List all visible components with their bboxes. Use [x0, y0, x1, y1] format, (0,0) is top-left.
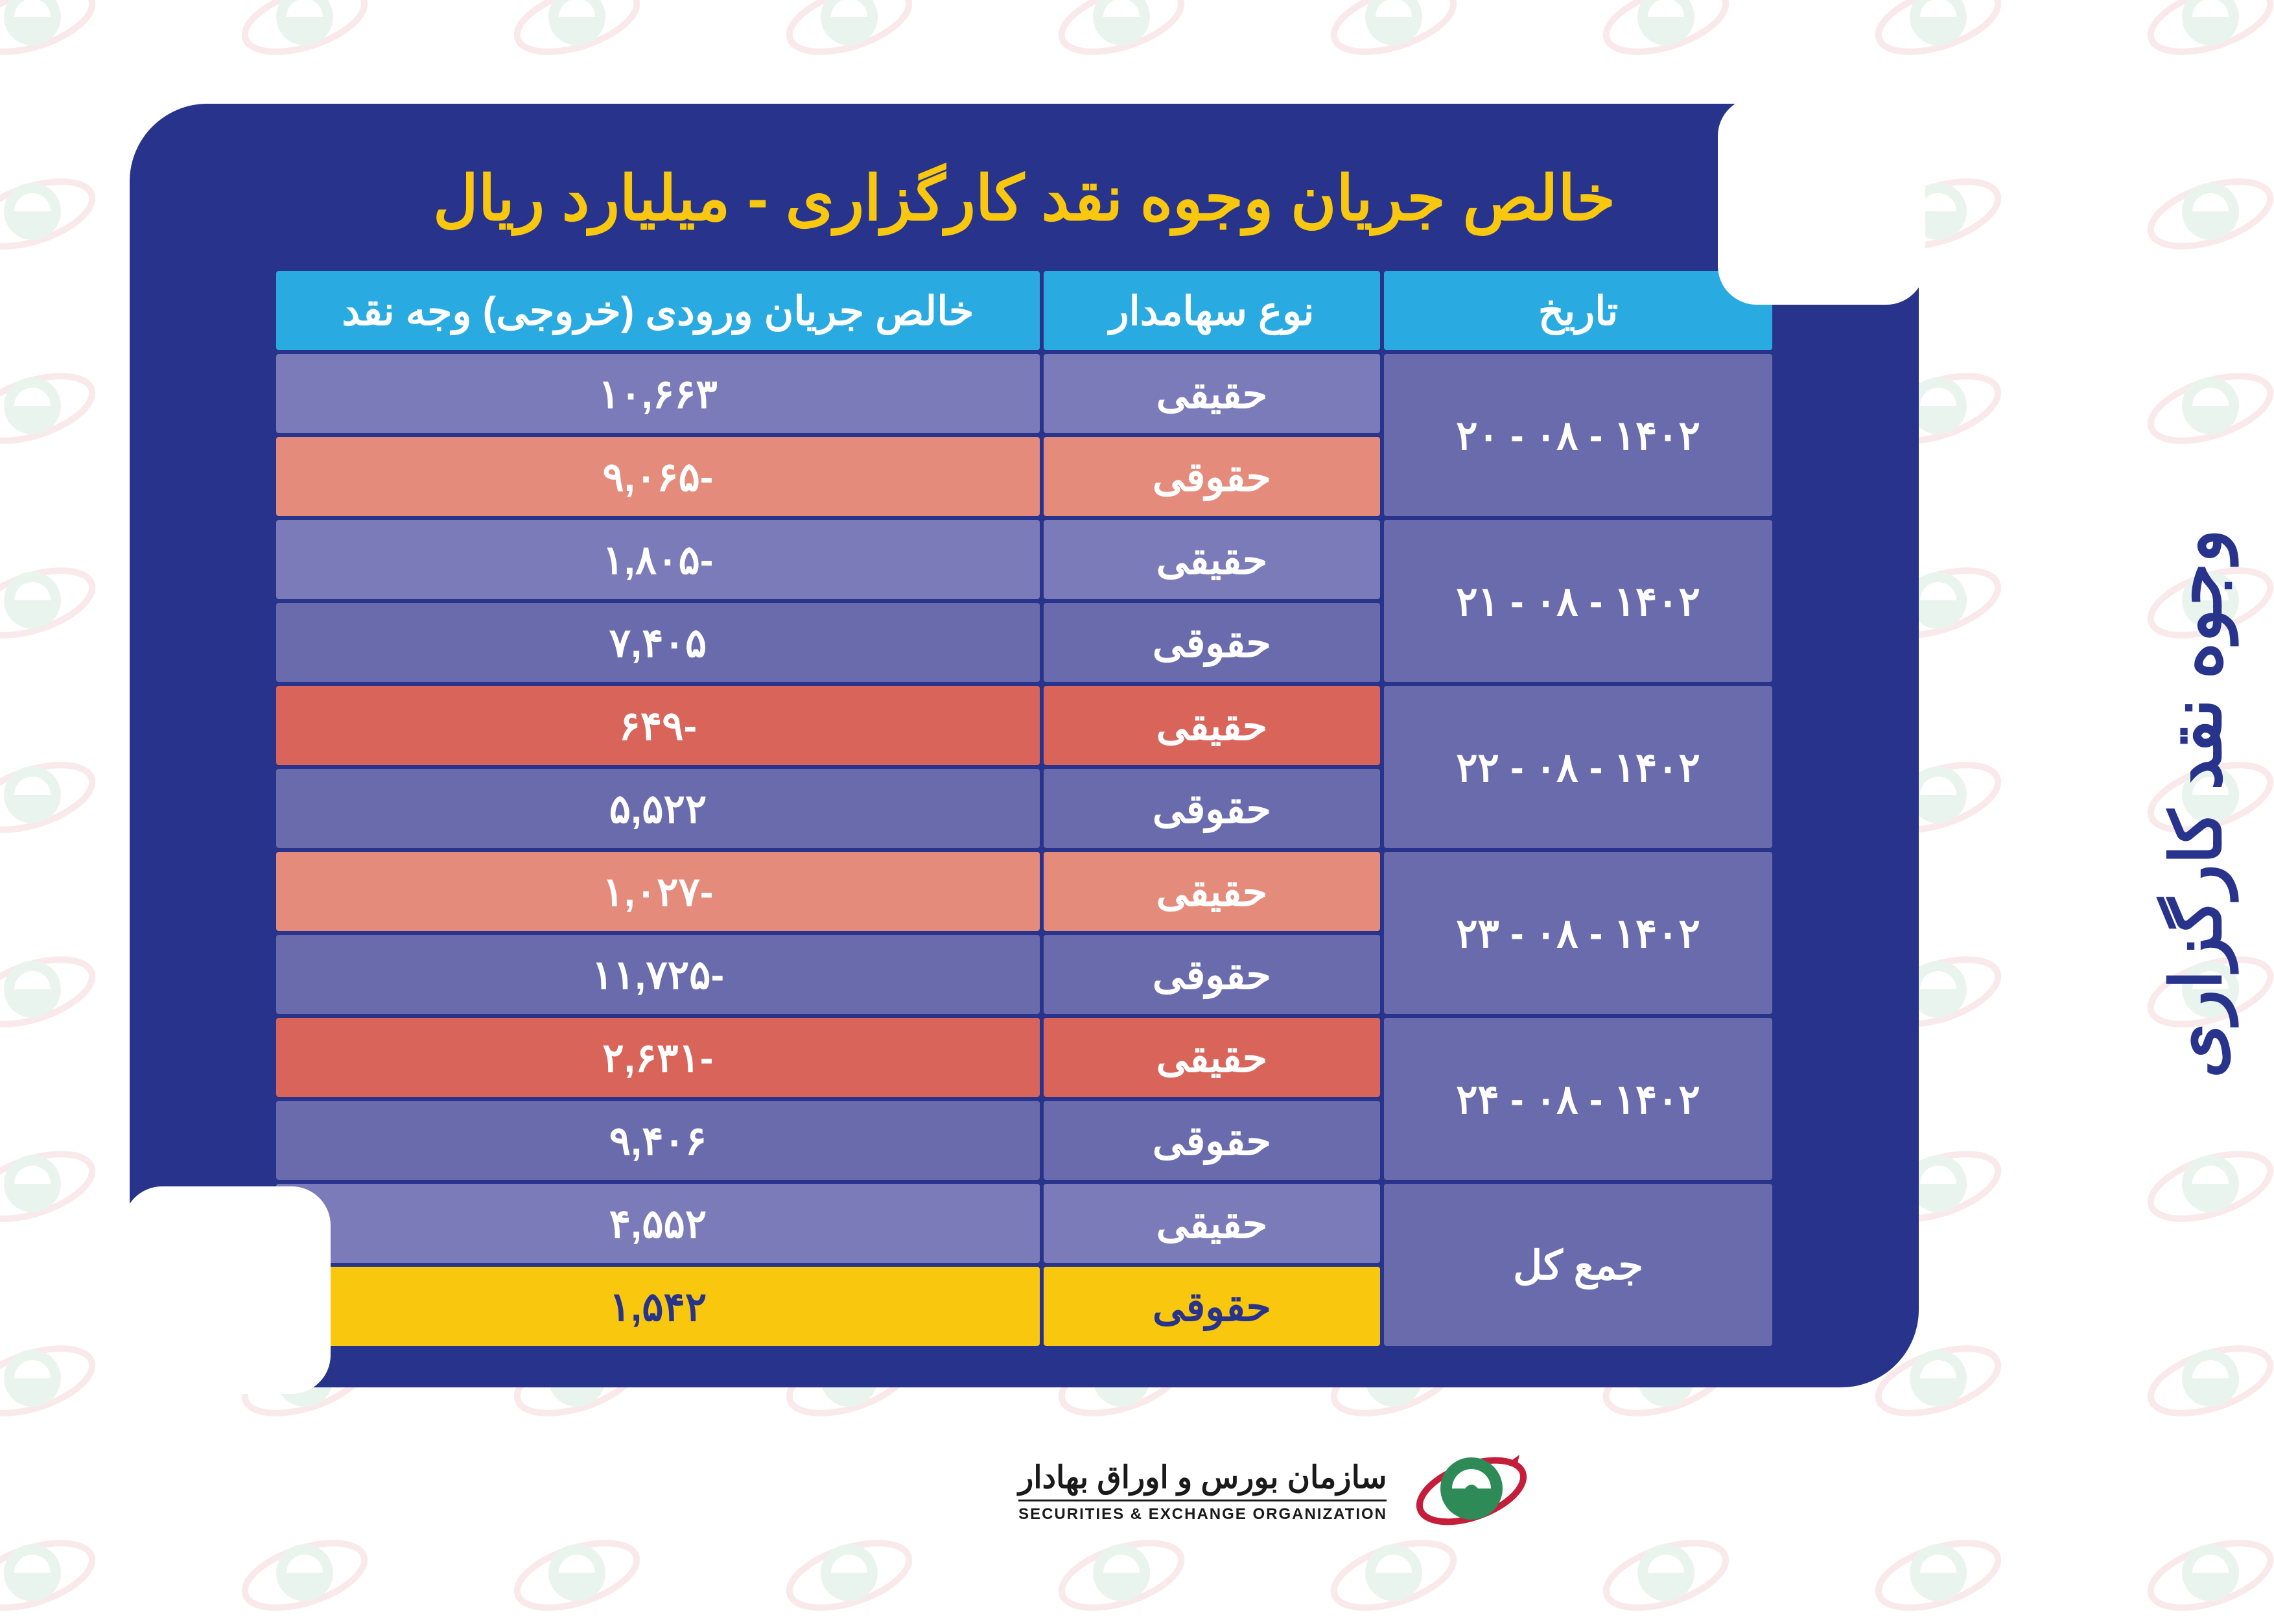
notch-bottom-left: [123, 1186, 331, 1394]
table-row: ۱۴۰۲ - ۰۸ - ۲۱حقیقی-۱,۸۰۵: [276, 520, 1772, 599]
header-flow: خالص جریان ورودی (خروجی) وجه نقد: [276, 271, 1040, 350]
type-cell: حقیقی: [1044, 1018, 1380, 1097]
side-title: وجوه نقد کارگزاری: [2157, 350, 2235, 1258]
table-header-row: تاریخ نوع سهامدار خالص جریان ورودی (خروج…: [276, 271, 1772, 350]
date-cell: جمع کل: [1384, 1184, 1772, 1346]
type-cell: حقوقی: [1044, 1101, 1380, 1180]
notch-top-right: [1718, 97, 1925, 305]
table-container: تاریخ نوع سهامدار خالص جریان ورودی (خروج…: [272, 267, 1776, 1350]
table-row: ۱۴۰۲ - ۰۸ - ۲۴حقیقی-۲,۶۳۱: [276, 1018, 1772, 1097]
side-title-text: وجوه نقد کارگزاری: [2156, 530, 2237, 1079]
flow-cell: -۱,۰۲۷: [276, 852, 1040, 931]
type-cell: حقوقی: [1044, 1267, 1380, 1346]
type-cell: حقوقی: [1044, 603, 1380, 682]
type-cell: حقیقی: [1044, 354, 1380, 433]
type-cell: حقیقی: [1044, 686, 1380, 765]
header-date: تاریخ: [1384, 271, 1772, 350]
footer-logo: سازمان بورس و اوراق بهادار SECURITIES & …: [817, 1426, 1530, 1556]
table-row: جمع کلحقیقی۴,۵۵۲: [276, 1184, 1772, 1263]
flow-cell: ۱۰,۶۶۳: [276, 354, 1040, 433]
table-row: ۱۴۰۲ - ۰۸ - ۲۳حقیقی-۱,۰۲۷: [276, 852, 1772, 931]
cashflow-table: تاریخ نوع سهامدار خالص جریان ورودی (خروج…: [272, 267, 1776, 1350]
flow-cell: ۹,۴۰۶: [276, 1101, 1040, 1180]
table-row: ۱۴۰۲ - ۰۸ - ۲۲حقیقی-۶۴۹: [276, 686, 1772, 765]
header-type: نوع سهامدار: [1044, 271, 1380, 350]
card-panel: خالص جریان وجوه نقد کارگزاری - میلیارد ر…: [130, 104, 1919, 1387]
flow-cell: ۷,۴۰۵: [276, 603, 1040, 682]
flow-cell: -۶۴۹: [276, 686, 1040, 765]
type-cell: حقیقی: [1044, 852, 1380, 931]
main-title: خالص جریان وجوه نقد کارگزاری - میلیارد ر…: [130, 104, 1919, 267]
flow-cell: ۱,۵۴۲: [276, 1267, 1040, 1346]
date-cell: ۱۴۰۲ - ۰۸ - ۲۳: [1384, 852, 1772, 1014]
footer-name-fa: سازمان بورس و اوراق بهادار: [1018, 1459, 1387, 1501]
flow-cell: -۲,۶۳۱: [276, 1018, 1040, 1097]
footer-logo-text: سازمان بورس و اوراق بهادار SECURITIES & …: [1018, 1459, 1387, 1524]
seo-logo-icon: [1413, 1433, 1530, 1549]
type-cell: حقیقی: [1044, 1184, 1380, 1263]
flow-cell: -۱,۸۰۵: [276, 520, 1040, 599]
flow-cell: ۴,۵۵۲: [276, 1184, 1040, 1263]
main-title-text: خالص جریان وجوه نقد کارگزاری - میلیارد ر…: [433, 164, 1615, 233]
flow-cell: -۹,۰۶۵: [276, 437, 1040, 516]
type-cell: حقوقی: [1044, 769, 1380, 848]
date-cell: ۱۴۰۲ - ۰۸ - ۲۰: [1384, 354, 1772, 516]
date-cell: ۱۴۰۲ - ۰۸ - ۲۴: [1384, 1018, 1772, 1180]
table-row: ۱۴۰۲ - ۰۸ - ۲۰حقیقی۱۰,۶۶۳: [276, 354, 1772, 433]
type-cell: حقوقی: [1044, 437, 1380, 516]
date-cell: ۱۴۰۲ - ۰۸ - ۲۲: [1384, 686, 1772, 848]
flow-cell: -۱۱,۷۲۵: [276, 935, 1040, 1014]
type-cell: حقیقی: [1044, 520, 1380, 599]
date-cell: ۱۴۰۲ - ۰۸ - ۲۱: [1384, 520, 1772, 682]
type-cell: حقوقی: [1044, 935, 1380, 1014]
footer-name-en: SECURITIES & EXCHANGE ORGANIZATION: [1018, 1505, 1387, 1524]
flow-cell: ۵,۵۲۲: [276, 769, 1040, 848]
